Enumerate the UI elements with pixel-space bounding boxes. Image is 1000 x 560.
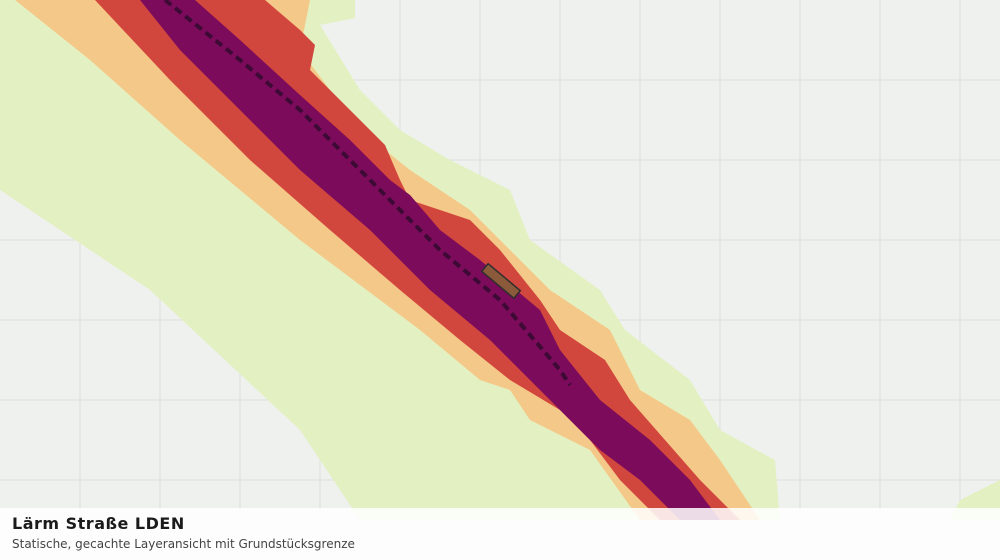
parcel-boundary[interactable] [480, 262, 522, 300]
map-subtitle: Statische, gecachte Layeransicht mit Gru… [12, 537, 355, 551]
road-centerline [163, 0, 572, 387]
caption-panel [0, 508, 1000, 560]
map-title: Lärm Straße LDEN [12, 514, 185, 533]
noise-zone-very-high [140, 0, 720, 520]
